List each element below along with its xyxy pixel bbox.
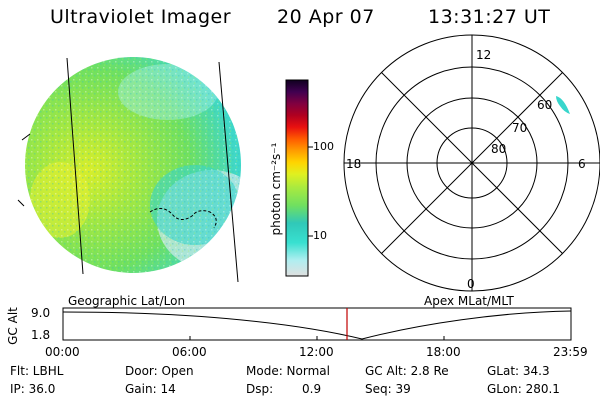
coastline-left [17, 133, 31, 207]
mlt-6-label: 6 [578, 157, 586, 171]
flt-info: Flt: LBHL [10, 364, 64, 378]
lat-70-label: 70 [512, 121, 528, 135]
longitude-line-left [66, 57, 84, 275]
xtick-1800: 18:00 [426, 345, 461, 359]
date-label: 20 Apr 07 [277, 6, 375, 28]
mlt-12-label: 12 [476, 48, 492, 62]
mlt-0-label: 0 [467, 277, 475, 291]
glat-info: GLat: 34.3 [487, 364, 550, 378]
dsp-value: 0.9 [302, 382, 322, 396]
time-label: 13:31:27 UT [428, 6, 551, 28]
polar-plot [343, 34, 600, 292]
altitude-ytick-top: 9.0 [31, 306, 51, 320]
seq-info: Seq: 39 [365, 382, 411, 396]
earth-image [25, 57, 241, 273]
colorbar [285, 79, 309, 277]
lat-60-label: 60 [537, 98, 553, 112]
ip-info: IP: 36.0 [10, 382, 56, 396]
mlt-18-label: 18 [346, 157, 362, 171]
altitude-curve [62, 310, 572, 340]
colorbar-label-10: 10 [313, 229, 327, 242]
gain-info: Gain: 14 [125, 382, 176, 396]
altitude-xticks [62, 336, 572, 340]
apex-label: Apex MLat/MLT [424, 294, 514, 308]
gc-alt-info: GC Alt: 2.8 Re [365, 364, 449, 378]
altitude-ytick-bottom: 1.8 [31, 328, 51, 342]
mode-info: Mode: Normal [246, 364, 330, 378]
xtick-0600: 06:00 [172, 345, 207, 359]
glon-info: GLon: 280.1 [487, 382, 560, 396]
xtick-0000: 00:00 [45, 345, 80, 359]
altitude-plot-frame [62, 307, 572, 341]
colorbar-unit-label: photon cm⁻²s⁻¹ [269, 142, 283, 236]
colorbar-label-100: 100 [313, 140, 334, 153]
coastline [149, 208, 217, 229]
altitude-ylabel: GC Alt [5, 307, 20, 345]
xtick-1200: 12:00 [299, 345, 334, 359]
door-info: Door: Open [125, 364, 194, 378]
xtick-2359: 23:59 [553, 345, 588, 359]
instrument-title: Ultraviolet Imager [50, 6, 232, 28]
auroral-patch [556, 96, 570, 114]
dsp-label: Dsp: [246, 382, 274, 396]
lat-80-label: 80 [491, 142, 507, 156]
geographic-label: Geographic Lat/Lon [68, 294, 186, 308]
longitude-line-right [218, 61, 239, 283]
